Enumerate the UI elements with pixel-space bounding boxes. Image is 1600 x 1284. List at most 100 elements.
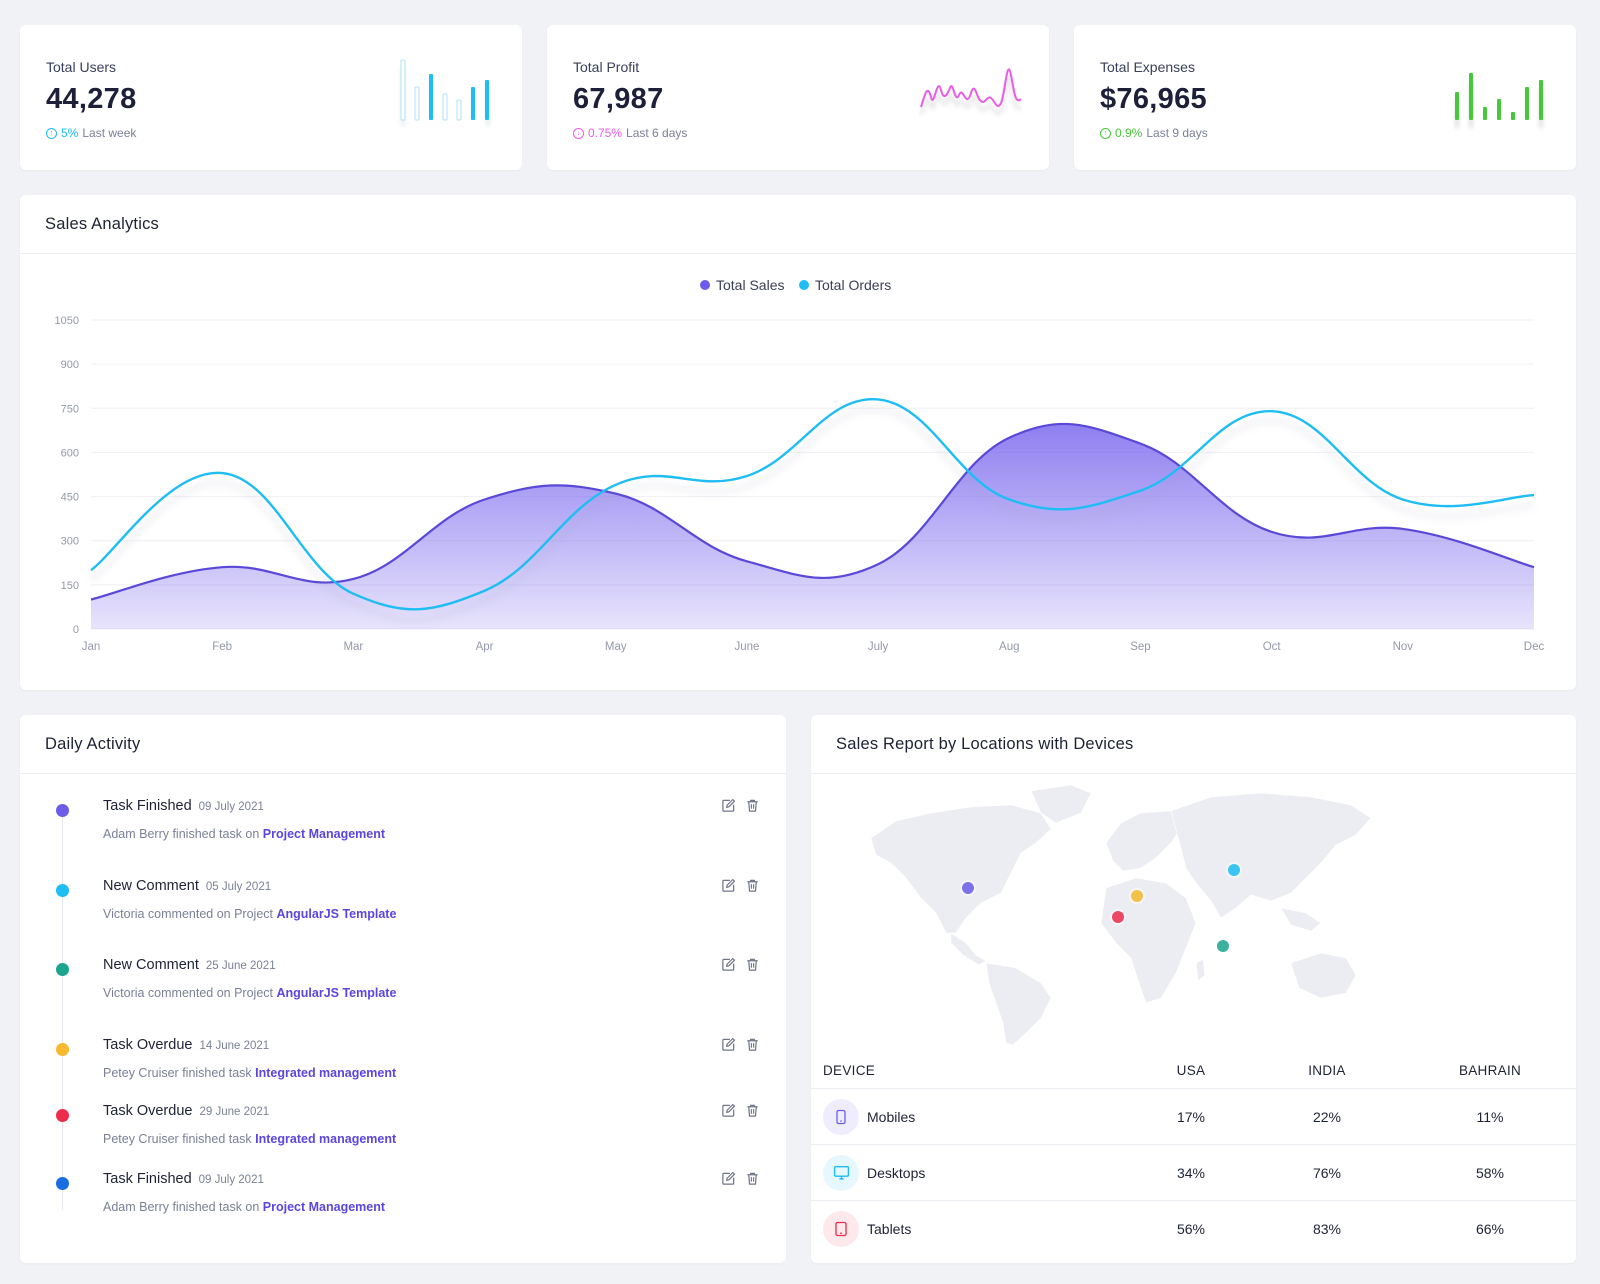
activity-title-row: Task Overdue 14 June 2021 xyxy=(103,1037,269,1053)
usa-value: 56% xyxy=(1176,1221,1206,1237)
mobile-icon xyxy=(823,1098,859,1135)
india-value: 83% xyxy=(1312,1221,1342,1237)
usa-marker[interactable] xyxy=(962,882,974,894)
activity-project-link[interactable]: Integrated management xyxy=(255,1132,397,1146)
madagascar-shape xyxy=(1195,958,1206,982)
y-tick-label: 300 xyxy=(61,536,79,548)
edit-icon[interactable] xyxy=(721,798,736,813)
trash-icon[interactable] xyxy=(745,957,760,972)
stat-label: Total Users xyxy=(46,59,117,75)
usa-value: 34% xyxy=(1176,1164,1206,1181)
activity-desc-text: Victoria commented on Project xyxy=(103,907,277,921)
activity-title: Task Finished xyxy=(103,798,192,814)
table-body: Mobiles 17% 22% 11% Desktops 34% 76% 58% Tablets… xyxy=(811,1089,1576,1257)
daily-activity-card: Daily Activity Task Finished 09 July 2021… xyxy=(20,715,786,1263)
edit-icon[interactable] xyxy=(721,957,736,972)
activity-item: Task Finished 09 July 2021 Adam Berry fini… xyxy=(20,1171,786,1231)
y-tick-label: 750 xyxy=(61,403,79,415)
activity-item: Task Overdue 14 June 2021 Petey Cruiser fi… xyxy=(20,1037,786,1097)
edit-icon[interactable] xyxy=(721,1103,736,1118)
trash-icon[interactable] xyxy=(745,878,760,893)
device-location-table: DEVICE USA INDIA BAHRAIN Mobiles 17% 22% 11… xyxy=(811,1053,1576,1257)
stat-value: 67,987 xyxy=(573,83,664,115)
legend-marker-total-sales[interactable] xyxy=(700,280,710,290)
total-sales-line xyxy=(90,422,1535,601)
stat-card-total-profit: Total Profit 67,987 ↓ 0.75% Last 6 days xyxy=(547,25,1049,170)
total-orders-line xyxy=(90,398,1535,611)
device-name: Tablets xyxy=(867,1221,912,1237)
stat-label: Total Profit xyxy=(573,59,640,75)
activity-title-row: New Comment 25 June 2021 xyxy=(103,957,276,973)
x-tick-label: June xyxy=(734,641,759,653)
x-tick-label: Oct xyxy=(1263,641,1282,653)
trend-value: 5% xyxy=(61,126,79,140)
activity-project-link[interactable]: Integrated management xyxy=(255,1066,397,1080)
table-header: DEVICE USA INDIA BAHRAIN xyxy=(811,1053,1576,1089)
activity-description: Petey Cruiser finished task Integrated m… xyxy=(103,1066,396,1080)
legend-label-total-sales[interactable]: Total Sales xyxy=(716,277,784,293)
activity-date: 05 July 2021 xyxy=(205,881,272,893)
activity-item: New Comment 25 June 2021 Victoria commente… xyxy=(20,957,786,1017)
activity-actions xyxy=(721,1037,760,1052)
africa-marker[interactable] xyxy=(1112,911,1124,923)
activity-item: Task Overdue 29 June 2021 Petey Cruiser fi… xyxy=(20,1103,786,1163)
trend-value: 0.9% xyxy=(1115,126,1143,140)
device-cell: Mobiles xyxy=(811,1098,1131,1135)
activity-title-row: Task Finished 09 July 2021 xyxy=(103,1171,264,1187)
activity-title-row: New Comment 05 July 2021 xyxy=(103,878,271,894)
activity-actions xyxy=(721,1171,760,1186)
india-value: 22% xyxy=(1312,1108,1342,1125)
column-header-device: DEVICE xyxy=(823,1063,876,1078)
activity-date: 25 June 2021 xyxy=(205,960,276,972)
x-tick-label: Feb xyxy=(212,641,232,653)
arrow-up-circle-icon: ↑ xyxy=(1100,127,1111,139)
device-cell: Tablets xyxy=(811,1211,1131,1247)
activity-title: Task Overdue xyxy=(103,1103,193,1119)
tablet-icon xyxy=(823,1211,859,1247)
activity-project-link[interactable]: AngularJS Template xyxy=(276,986,397,1000)
y-tick-label: 150 xyxy=(61,580,79,592)
southeast-asia-shape xyxy=(1280,907,1322,932)
card-title: Sales Report by Locations with Devices xyxy=(811,715,1576,774)
trash-icon[interactable] xyxy=(745,798,760,813)
table-row: Tablets 56% 83% 66% xyxy=(811,1201,1576,1257)
activity-description: Adam Berry finished task on Project Mana… xyxy=(103,827,385,841)
south-america-shape xyxy=(985,962,1052,1046)
stat-card-total-expenses: Total Expenses $76,965 ↑ 0.9% Last 9 day… xyxy=(1074,25,1576,170)
trash-icon[interactable] xyxy=(745,1171,760,1186)
legend-label-total-orders[interactable]: Total Orders xyxy=(815,277,891,293)
bahrain-value: 11% xyxy=(1476,1108,1504,1125)
activity-project-link[interactable]: AngularJS Template xyxy=(276,907,397,921)
africa-shape xyxy=(1100,877,1197,1004)
activity-project-link[interactable]: Project Management xyxy=(262,1200,386,1214)
legend-marker-total-orders[interactable] xyxy=(799,280,809,290)
device-cell: Desktops xyxy=(811,1154,1131,1191)
y-tick-label: 450 xyxy=(61,492,79,504)
edit-icon[interactable] xyxy=(721,1037,736,1052)
india-marker[interactable] xyxy=(1217,940,1229,952)
table-row: Desktops 34% 76% 58% xyxy=(811,1145,1576,1201)
trash-icon[interactable] xyxy=(745,1103,760,1118)
europe-marker[interactable] xyxy=(1131,890,1143,902)
x-tick-label: Jan xyxy=(82,641,101,653)
activity-project-link[interactable]: Project Management xyxy=(262,827,386,841)
card-title: Daily Activity xyxy=(20,715,786,774)
total-sales-area xyxy=(91,423,1534,629)
device-name: Desktops xyxy=(867,1164,926,1181)
russia-marker[interactable] xyxy=(1228,864,1240,876)
activity-desc-text: Adam Berry finished task on xyxy=(103,827,263,841)
stat-value: 44,278 xyxy=(46,83,137,115)
y-tick-label: 600 xyxy=(61,447,79,459)
edit-icon[interactable] xyxy=(721,1171,736,1186)
trend-period: Last 6 days xyxy=(626,126,688,140)
central-america-shape xyxy=(950,932,987,966)
x-tick-label: Nov xyxy=(1393,641,1414,653)
activity-actions xyxy=(721,1103,760,1118)
asia-shape xyxy=(1170,792,1372,919)
edit-icon[interactable] xyxy=(721,878,736,893)
trash-icon[interactable] xyxy=(745,1037,760,1052)
europe-shape xyxy=(1105,810,1182,872)
column-header-usa: USA xyxy=(1176,1063,1206,1078)
expenses-bar-sparkline xyxy=(1455,73,1543,128)
usa-value: 17% xyxy=(1176,1108,1206,1125)
